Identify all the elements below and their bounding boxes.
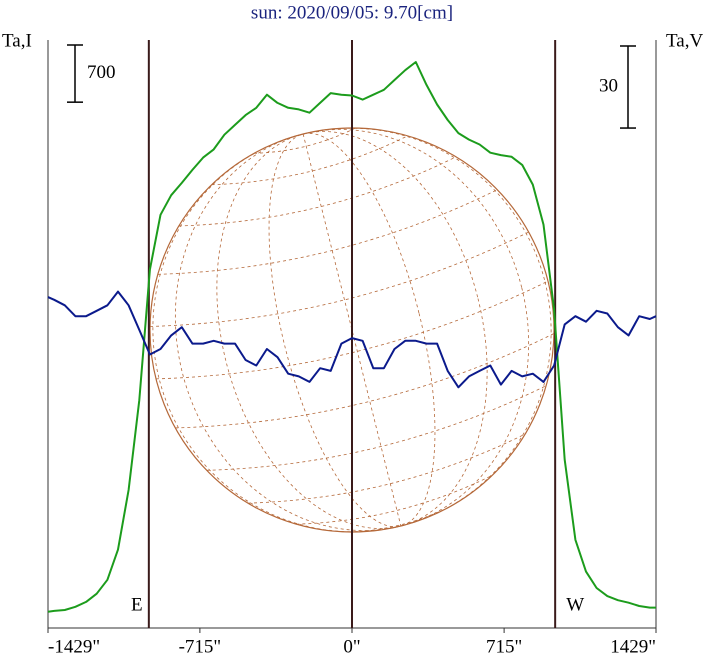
series-line <box>47 61 656 613</box>
meridian <box>302 133 402 527</box>
limb-label: W <box>566 594 584 615</box>
scale-bar-label: 700 <box>87 62 116 83</box>
scale-bar: 700 <box>67 44 116 103</box>
solar-disk <box>149 127 555 533</box>
x-tick-label: 715" <box>486 636 522 657</box>
meridian <box>268 132 436 528</box>
x-tick-label: 0" <box>343 636 360 657</box>
scale-bar-label: 30 <box>599 75 618 96</box>
x-tick-label: -1429" <box>48 636 100 657</box>
parallel <box>178 156 457 227</box>
parallel <box>206 385 547 471</box>
scale-bar: 30 <box>599 45 636 129</box>
x-tick-label: 1429" <box>610 636 656 657</box>
x-tick-label: -715" <box>179 636 222 657</box>
y-axis-label: Ta,I <box>2 30 32 51</box>
chart-title: sun: 2020/09/05: 9.70[cm] <box>251 2 453 23</box>
limb-label: E <box>131 594 143 615</box>
y2-axis-label: Ta,V <box>666 30 703 51</box>
parallel <box>296 474 493 525</box>
parallel <box>247 433 526 504</box>
parallel <box>211 135 408 186</box>
series-line <box>47 290 657 389</box>
parallel <box>155 280 549 380</box>
meridian <box>216 131 488 529</box>
parallel <box>157 189 498 275</box>
